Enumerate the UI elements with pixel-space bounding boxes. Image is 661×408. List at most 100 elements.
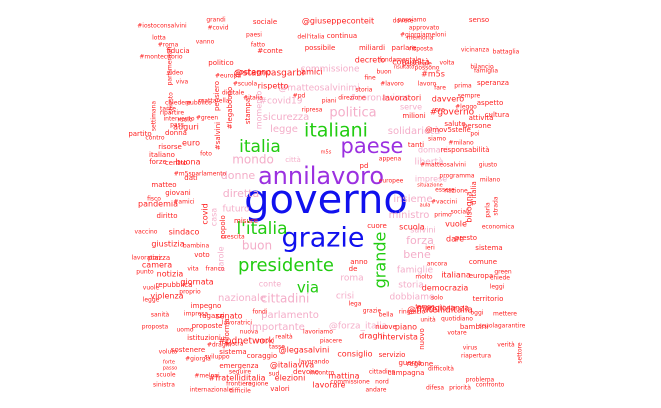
word-242: contro	[145, 135, 164, 142]
word-4: italiani	[304, 120, 368, 142]
word-61: buona	[175, 158, 200, 167]
word-101: misure	[234, 217, 258, 225]
word-90: coraggio	[247, 352, 277, 360]
word-195: green	[494, 269, 512, 276]
word-263: cittadino	[369, 369, 396, 376]
word-286: sempre	[458, 93, 481, 100]
word-97: piazza	[148, 254, 170, 262]
word-116: @giuseppeconteit	[302, 17, 374, 26]
word-268: impresa	[184, 311, 208, 318]
word-192: chiede	[490, 275, 510, 282]
word-79: maggioranza	[417, 304, 469, 313]
word-28: #coronavirus	[349, 94, 409, 104]
word-68: notizia	[157, 270, 184, 279]
word-218: possiamo	[398, 17, 427, 24]
word-255: programma	[439, 173, 474, 180]
word-182: forte	[163, 360, 175, 366]
word-151: vaccino	[135, 229, 158, 236]
word-289: siamo	[428, 136, 446, 143]
word-233: realtà	[275, 334, 293, 341]
word-86: servizio	[379, 351, 406, 359]
word-1: grazie	[281, 223, 364, 254]
word-238: legge	[143, 297, 160, 304]
word-203: aula	[420, 203, 431, 209]
word-117: #conte	[257, 47, 282, 55]
word-239: vuole	[143, 285, 160, 292]
word-77: italiana	[441, 271, 471, 280]
word-66: pandemia	[138, 200, 178, 209]
word-167: scuole	[156, 372, 176, 379]
word-251: lavoro	[418, 81, 437, 88]
word-291: #vaccini	[431, 199, 457, 206]
word-287: #leggo	[455, 104, 477, 111]
word-164: fondamentale	[379, 57, 421, 64]
word-205: viva	[176, 79, 189, 86]
word-229: incontro	[310, 370, 335, 377]
word-162: memoria	[407, 35, 434, 42]
word-295: solo	[431, 295, 443, 302]
word-129: donna	[165, 129, 187, 137]
word-99: diritto	[157, 212, 178, 220]
word-168: internazionale	[190, 387, 233, 394]
word-13: diretta	[223, 187, 259, 200]
word-63: senato	[215, 312, 242, 321]
word-171: andare	[366, 387, 387, 394]
word-157: #iostoconsalvini	[137, 23, 187, 30]
word-149: punto	[136, 269, 154, 276]
word-209: pass	[170, 122, 184, 129]
word-65: giustizia	[151, 240, 184, 249]
word-73: piano	[395, 323, 417, 332]
word-31: storia	[398, 281, 423, 291]
word-46: città	[285, 156, 301, 164]
word-159: risposta	[409, 46, 433, 53]
word-253: #milano	[448, 140, 474, 147]
word-189: problema	[466, 377, 495, 384]
word-102: pd	[360, 162, 369, 170]
word-54: amici	[301, 68, 323, 77]
word-187: virus	[463, 345, 478, 352]
word-220: risultato	[394, 65, 415, 71]
word-10: politica	[329, 106, 376, 121]
word-306: #meloni	[194, 373, 220, 380]
word-11: mondo	[232, 153, 274, 167]
word-12: donne	[221, 169, 256, 182]
word-188: riapertura	[461, 353, 491, 360]
word-305: #giorgia	[185, 356, 211, 363]
word-153: paesi	[246, 32, 262, 39]
word-27: @matteosalvinimi	[278, 84, 359, 94]
word-60: euro	[182, 139, 200, 148]
word-172: difesa	[426, 385, 444, 392]
word-223: m5s	[321, 150, 332, 156]
word-139: aspetto	[477, 99, 503, 107]
word-8: grande	[371, 232, 390, 289]
word-128: forze	[149, 158, 167, 166]
word-58: #m5s	[421, 70, 445, 79]
word-260: quotidiano	[441, 316, 473, 323]
word-112: miliardi	[359, 44, 385, 52]
word-3: paese	[341, 134, 404, 158]
word-133: sistema	[475, 244, 502, 252]
word-40: libertà	[415, 158, 444, 168]
word-81: @italiaviva	[270, 361, 314, 370]
word-250: #lavoro	[380, 81, 404, 88]
word-23: solidarietà	[388, 125, 440, 137]
word-144: presto	[455, 234, 477, 242]
word-76: vuole	[445, 220, 467, 229]
word-19: bene	[403, 248, 431, 261]
word-131: sostenere	[171, 346, 205, 354]
word-25: legge	[270, 124, 298, 135]
word-132: regione	[407, 360, 433, 368]
word-283: fare	[434, 85, 446, 92]
word-38: casa	[210, 208, 219, 226]
word-262: votare	[447, 330, 467, 337]
word-122: risorse	[158, 143, 182, 151]
word-303: nuova	[240, 329, 259, 336]
word-6: l'italia	[236, 219, 287, 239]
word-95: impegno	[191, 302, 222, 310]
word-183: proposta	[142, 324, 169, 331]
word-69: camera	[142, 261, 172, 270]
word-74: scuola	[399, 223, 425, 232]
word-252: ore	[435, 107, 445, 114]
word-20: forza	[406, 234, 434, 247]
word-47: #governo	[430, 108, 475, 118]
